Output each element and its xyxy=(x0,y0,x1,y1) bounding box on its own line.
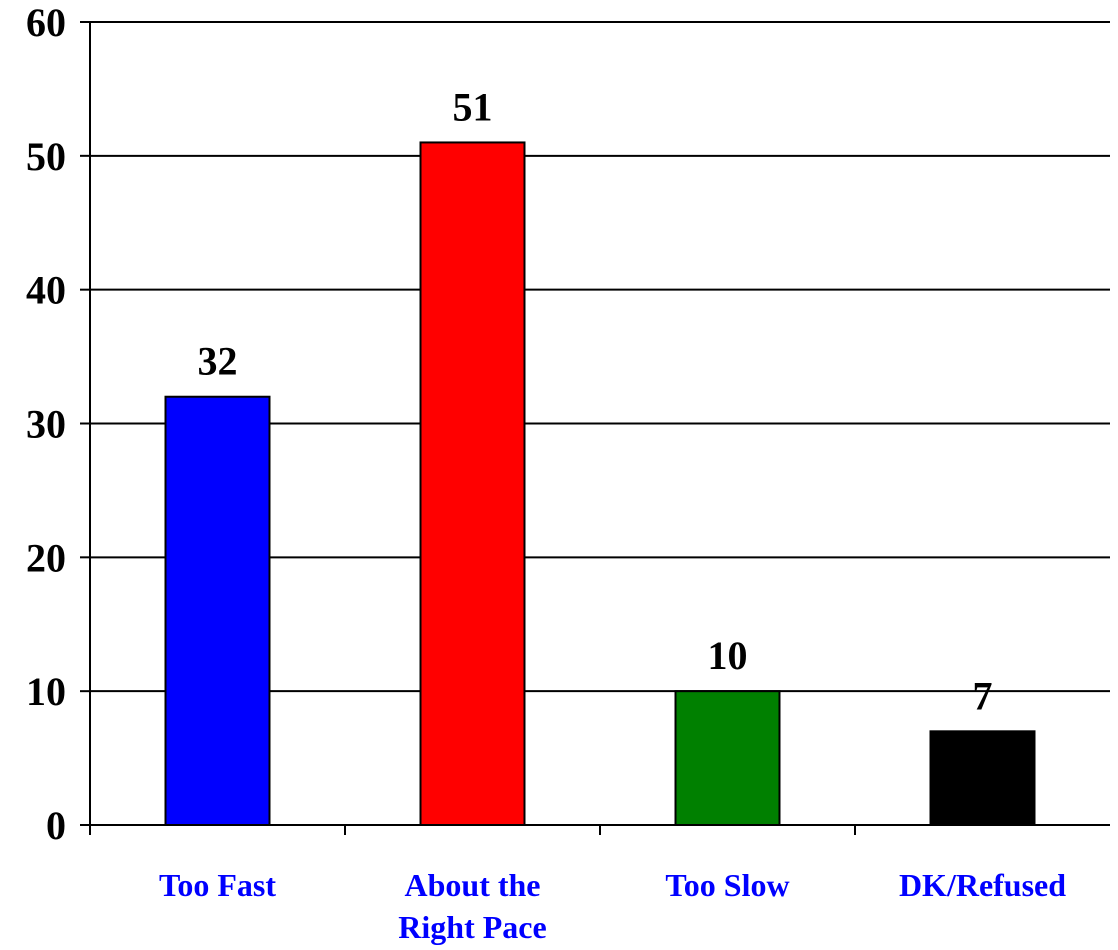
data-label: 10 xyxy=(708,633,748,678)
y-tick-label: 20 xyxy=(26,535,66,580)
data-label: 32 xyxy=(198,339,238,384)
data-label: 51 xyxy=(453,84,493,129)
x-tick-label: DK/Refused xyxy=(899,867,1066,903)
bar xyxy=(419,141,526,826)
y-tick-label: 50 xyxy=(26,134,66,179)
bar xyxy=(164,395,271,826)
bar xyxy=(929,730,1036,826)
axes xyxy=(80,21,1110,835)
x-tick-label: Right Pace xyxy=(398,909,546,945)
y-tick-label: 30 xyxy=(26,402,66,447)
x-tick-label: Too Slow xyxy=(665,867,789,903)
bars xyxy=(164,141,1036,827)
y-tick-label: 10 xyxy=(26,669,66,714)
x-tick-label: Too Fast xyxy=(159,867,276,903)
labels: 0 10 20 30 40 50 60 32 Too Fast 51 About the Right … xyxy=(26,0,1066,945)
y-tick-label: 60 xyxy=(26,0,66,45)
bar xyxy=(674,690,781,827)
y-tick-label: 40 xyxy=(26,268,66,313)
data-label: 7 xyxy=(973,673,993,718)
x-tick-label: About the xyxy=(404,867,540,903)
y-tick-label: 0 xyxy=(46,803,66,848)
